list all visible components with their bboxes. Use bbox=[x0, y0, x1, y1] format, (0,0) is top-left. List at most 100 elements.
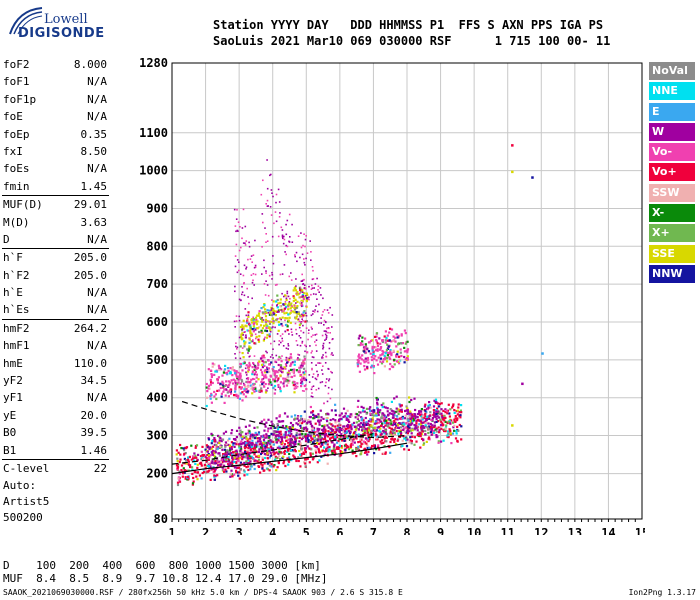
data-point bbox=[233, 394, 236, 397]
data-point bbox=[284, 317, 287, 320]
data-point bbox=[266, 284, 269, 286]
data-point bbox=[310, 259, 312, 261]
data-point bbox=[407, 412, 410, 415]
data-point bbox=[322, 357, 324, 359]
data-point bbox=[275, 193, 278, 196]
data-point bbox=[257, 338, 260, 341]
data-point bbox=[357, 355, 360, 358]
data-point bbox=[384, 419, 387, 422]
data-point bbox=[262, 441, 265, 444]
data-point bbox=[295, 311, 298, 314]
data-point bbox=[233, 456, 236, 459]
data-point bbox=[394, 421, 397, 424]
data-point bbox=[266, 333, 269, 337]
data-point bbox=[304, 433, 307, 436]
data-point bbox=[390, 433, 393, 436]
data-point bbox=[241, 337, 244, 340]
data-point bbox=[375, 396, 378, 400]
data-point bbox=[218, 452, 221, 455]
data-point bbox=[274, 458, 277, 461]
data-point bbox=[338, 438, 341, 441]
data-point bbox=[244, 225, 247, 228]
data-point bbox=[360, 425, 363, 428]
data-point bbox=[297, 415, 300, 418]
data-point bbox=[251, 392, 254, 395]
data-point bbox=[377, 356, 380, 359]
data-point bbox=[453, 429, 456, 432]
legend-item-e: E bbox=[649, 102, 695, 121]
data-point bbox=[262, 339, 265, 342]
data-point bbox=[288, 447, 291, 450]
data-point bbox=[380, 442, 383, 445]
data-point bbox=[192, 476, 195, 480]
data-point bbox=[364, 345, 368, 348]
data-point bbox=[321, 314, 324, 316]
data-point bbox=[319, 438, 322, 441]
data-point bbox=[243, 447, 247, 450]
data-point bbox=[382, 426, 385, 429]
data-point bbox=[408, 396, 411, 399]
data-point bbox=[315, 305, 317, 307]
data-point bbox=[249, 323, 251, 326]
data-point bbox=[245, 325, 248, 328]
data-point bbox=[245, 460, 248, 463]
data-point bbox=[240, 386, 244, 389]
data-point bbox=[247, 377, 250, 380]
data-point bbox=[318, 423, 321, 426]
data-point bbox=[338, 427, 341, 430]
data-point bbox=[379, 348, 382, 351]
data-point bbox=[252, 377, 255, 381]
data-point bbox=[281, 440, 284, 443]
data-point bbox=[300, 330, 302, 332]
data-point bbox=[293, 374, 296, 377]
data-point bbox=[176, 483, 180, 487]
data-point bbox=[230, 379, 233, 382]
data-point bbox=[217, 376, 220, 379]
param-value: 1.46 bbox=[80, 443, 108, 457]
data-point bbox=[318, 362, 321, 364]
data-point bbox=[275, 438, 278, 441]
data-point bbox=[328, 347, 331, 350]
data-point bbox=[356, 417, 359, 420]
data-point bbox=[276, 371, 279, 374]
data-point bbox=[366, 367, 369, 370]
data-point bbox=[297, 312, 301, 315]
data-point bbox=[176, 460, 179, 463]
data-point bbox=[289, 353, 292, 356]
data-point bbox=[405, 431, 408, 434]
data-point bbox=[357, 361, 360, 364]
data-point bbox=[357, 441, 360, 444]
data-point bbox=[238, 351, 241, 354]
legend-item-vo-: Vo+ bbox=[649, 163, 695, 182]
data-point bbox=[314, 309, 316, 311]
data-point bbox=[370, 446, 373, 449]
data-point bbox=[326, 462, 329, 465]
data-point bbox=[275, 375, 278, 378]
data-point bbox=[399, 426, 402, 429]
data-point bbox=[254, 316, 258, 319]
param-value: 22 bbox=[93, 461, 107, 475]
data-point bbox=[230, 469, 233, 472]
data-point bbox=[206, 396, 209, 399]
data-point bbox=[424, 412, 427, 415]
data-point bbox=[298, 354, 301, 356]
data-point bbox=[248, 442, 251, 445]
x-tick-label: 2 bbox=[202, 526, 209, 535]
data-point bbox=[441, 416, 444, 419]
data-point bbox=[420, 428, 423, 431]
data-point bbox=[400, 333, 403, 336]
legend-item-nne: NNE bbox=[649, 82, 695, 101]
data-point bbox=[355, 455, 358, 458]
data-point bbox=[384, 451, 387, 454]
data-point bbox=[245, 466, 248, 469]
data-point bbox=[346, 424, 349, 427]
data-point bbox=[364, 337, 367, 340]
data-point bbox=[235, 453, 238, 456]
data-point bbox=[310, 326, 313, 329]
data-point bbox=[351, 440, 354, 443]
data-point bbox=[375, 433, 378, 436]
data-point bbox=[249, 442, 252, 445]
data-point bbox=[227, 439, 230, 442]
data-point bbox=[356, 365, 360, 368]
data-point bbox=[206, 390, 209, 393]
